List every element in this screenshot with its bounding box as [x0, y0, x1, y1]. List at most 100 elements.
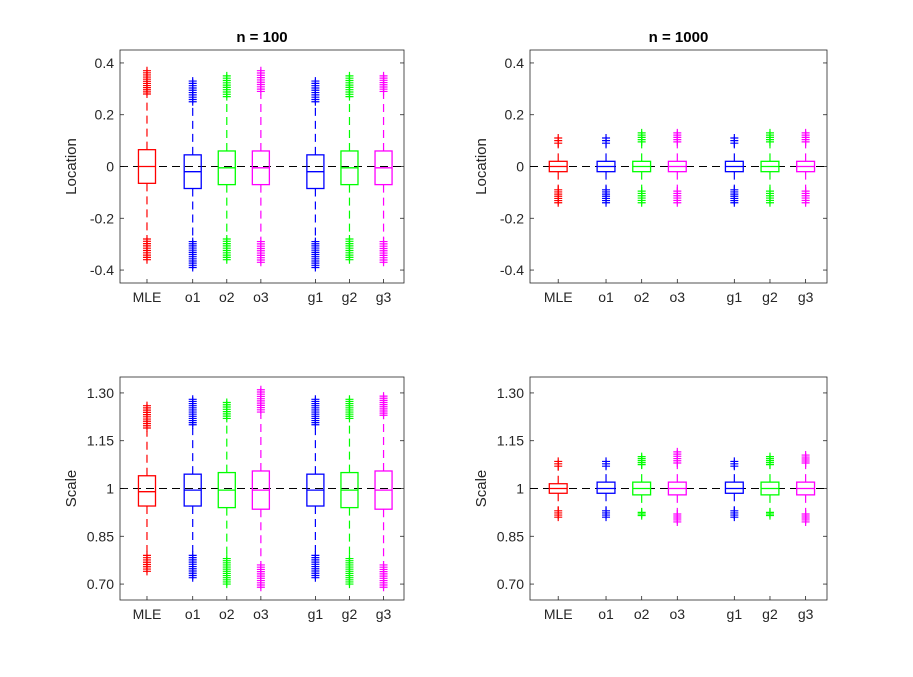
x-tick-label: g1	[308, 289, 324, 305]
x-tick-label: g2	[342, 606, 358, 622]
outlier-high	[730, 139, 739, 148]
outlier-low	[379, 258, 388, 267]
outlier-low	[554, 513, 563, 522]
y-tick-label: 1.30	[497, 385, 524, 401]
box-mle	[548, 134, 568, 207]
box-g1	[306, 395, 325, 582]
box-g3	[796, 451, 816, 526]
outlier-low	[345, 255, 354, 264]
x-tick-label: g1	[727, 606, 743, 622]
y-tick-label: 0	[516, 159, 524, 175]
outlier-low	[142, 567, 151, 576]
outlier-low	[673, 517, 682, 526]
outlier-high	[673, 137, 682, 146]
x-tick-label: o3	[670, 606, 686, 622]
x-tick-label: o2	[219, 289, 235, 305]
y-tick-label: 1.15	[497, 433, 524, 449]
outlier-high	[554, 462, 563, 471]
outlier-high	[730, 462, 739, 471]
x-tick-label: o3	[253, 606, 269, 622]
x-tick-label: g2	[762, 606, 778, 622]
box-o3	[667, 128, 687, 207]
outlier-high	[602, 139, 611, 148]
y-tick-label: 0.2	[505, 107, 525, 123]
panel-4: 0.70 0.85 1 1.15 1.30 Scale MLE o1 o2 o3 g1 g2 g3	[473, 376, 828, 622]
y-tick-label: -0.4	[500, 262, 524, 278]
box-mle	[548, 457, 568, 522]
x-tick-label: g3	[376, 606, 392, 622]
box-o1	[596, 134, 616, 207]
x-tick-label: MLE	[544, 289, 573, 305]
outlier-high	[188, 420, 197, 429]
outlier-low	[602, 198, 611, 207]
outlier-high	[256, 408, 265, 417]
x-tick-label: g3	[798, 289, 814, 305]
y-tick-label: 0.4	[505, 55, 525, 71]
outlier-high	[256, 87, 265, 96]
x-tick-label: MLE	[133, 606, 162, 622]
x-tick-label: o3	[253, 289, 269, 305]
box-o2	[632, 452, 652, 520]
x-tick-label: g1	[308, 606, 324, 622]
outlier-high	[222, 92, 231, 101]
y-tick-label: 0.2	[95, 107, 115, 123]
outlier-high	[345, 414, 354, 423]
panel-2: -0.4 -0.2 0 0.2 0.4 Location n = 1000 MLE o1 o2 o3…	[473, 29, 828, 305]
outlier-low	[379, 583, 388, 592]
y-tick-label: 0.85	[497, 528, 524, 544]
box-mle	[137, 401, 157, 576]
y-axis-label: Location	[473, 138, 490, 195]
outlier-low	[730, 513, 739, 522]
chart-title: n = 1000	[649, 29, 709, 46]
outlier-low	[801, 517, 810, 526]
y-axis-label: Location	[63, 138, 80, 195]
box-g2	[340, 71, 359, 264]
x-tick-label: g2	[762, 289, 778, 305]
outlier-low	[256, 258, 265, 267]
outlier-low	[188, 263, 197, 272]
y-tick-label: 0.4	[95, 55, 115, 71]
outlier-low	[311, 573, 320, 582]
y-tick-label: 1	[106, 481, 114, 497]
box-o2	[632, 128, 652, 207]
outlier-high	[602, 462, 611, 471]
outlier-low	[142, 255, 151, 264]
outlier-low	[765, 511, 774, 520]
y-tick-label: 0.70	[87, 576, 114, 592]
box-g2	[760, 452, 780, 520]
y-tick-label: 1.15	[87, 433, 114, 449]
y-tick-label: 1	[516, 481, 524, 497]
box-o3	[251, 385, 271, 592]
outlier-low	[311, 263, 320, 272]
box-g3	[796, 128, 816, 207]
y-axis-label: Scale	[63, 470, 80, 508]
x-tick-label: g3	[798, 606, 814, 622]
y-tick-label: 0.70	[497, 576, 524, 592]
outlier-low	[188, 573, 197, 582]
x-tick-label: MLE	[544, 606, 573, 622]
outlier-high	[637, 137, 646, 146]
panel-3: 0.70 0.85 1 1.15 1.30 Scale MLE o1 o2 o3 g1 g2 g3	[63, 376, 405, 622]
box-g1	[724, 134, 744, 207]
x-tick-label: o3	[670, 289, 686, 305]
outlier-high	[801, 459, 810, 468]
outlier-high	[801, 137, 810, 146]
outlier-high	[222, 414, 231, 423]
outlier-low	[602, 513, 611, 522]
outlier-low	[801, 198, 810, 207]
outlier-low	[637, 198, 646, 207]
box-g1	[306, 77, 325, 272]
outlier-high	[142, 90, 151, 99]
y-tick-label: 0	[106, 159, 114, 175]
x-tick-label: g3	[376, 289, 392, 305]
outlier-high	[379, 87, 388, 96]
box-g3	[374, 392, 393, 592]
outlier-high	[673, 459, 682, 468]
outlier-high	[311, 97, 320, 106]
x-tick-label: o1	[185, 606, 201, 622]
x-tick-label: o1	[598, 606, 614, 622]
outlier-high	[142, 423, 151, 432]
outlier-low	[554, 198, 563, 207]
x-tick-label: o2	[219, 606, 235, 622]
